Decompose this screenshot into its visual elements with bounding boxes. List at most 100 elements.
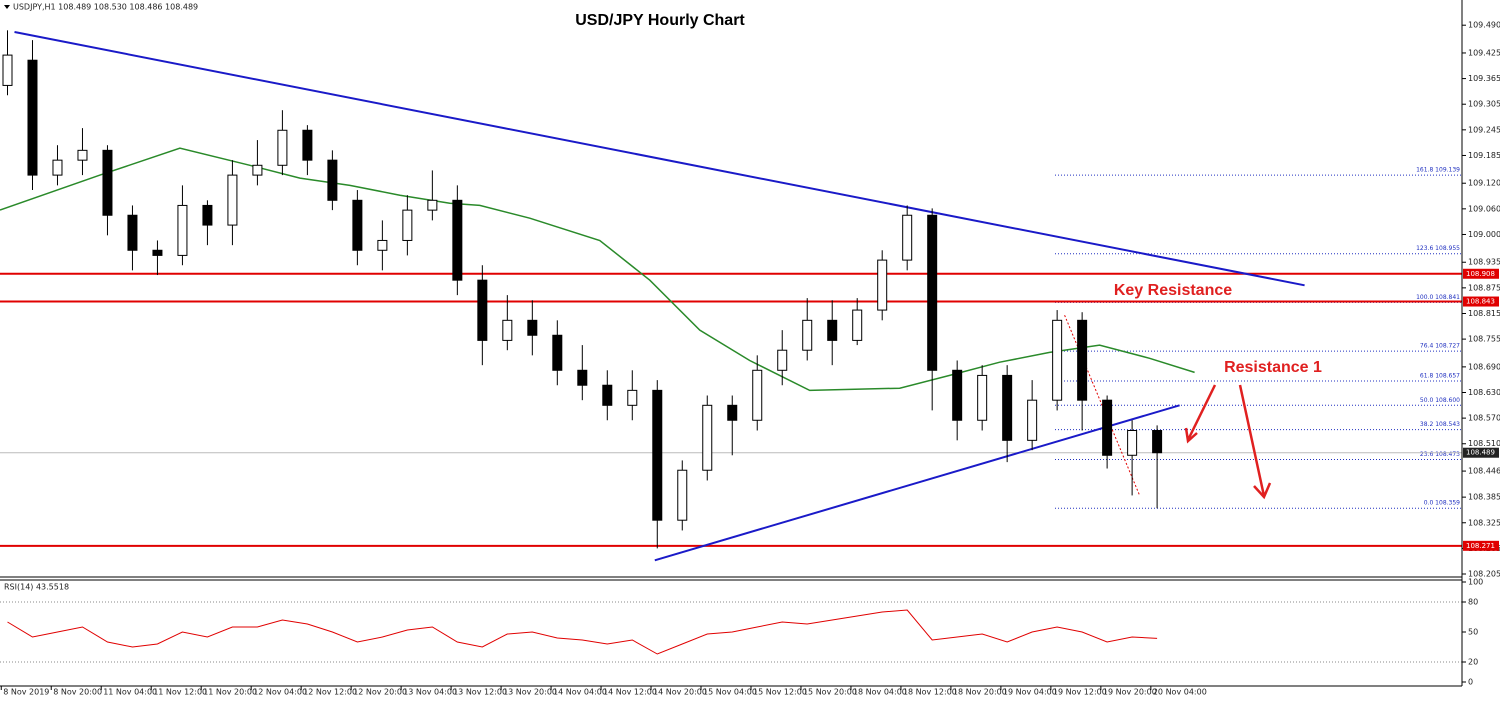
y-tick-label: 109.365 [1468,74,1500,83]
candle-body [127,214,138,251]
x-tick-label: 15 Nov 12:00 [753,688,807,697]
candle-body [802,319,813,351]
candle-body [627,389,638,406]
rsi-tick-label: 20 [1468,658,1478,667]
candle-body [177,204,188,256]
candle-body [877,259,888,311]
arrow-head [1253,482,1272,500]
y-tick-label: 109.120 [1468,179,1500,188]
candle-body [702,404,713,471]
trendline [14,31,1305,287]
candle-body [977,374,988,421]
fib-label: 161.8 109.139 [1416,167,1460,174]
arrow [1186,384,1217,441]
x-tick-label: 19 Nov 20:00 [1103,688,1157,697]
y-tick-label: 108.510 [1468,439,1500,448]
y-tick-label: 109.305 [1468,100,1500,109]
candle-body [52,159,63,176]
candle-body [652,389,663,521]
level-tag-label: 108.271 [1466,542,1495,550]
candle-body [352,199,363,251]
candle-body [852,309,863,341]
y-tick-label: 108.755 [1468,335,1500,344]
candle-body [477,279,488,341]
candle-body [1027,399,1038,441]
candle-body [77,149,88,161]
y-tick-label: 109.060 [1468,204,1500,213]
candle-body [427,199,438,211]
level-tag [1463,540,1499,551]
trendline [654,404,1180,562]
candle-body [752,369,763,421]
header: USDJPY,H1 108.489 108.530 108.486 108.48… [13,3,198,12]
y-tick-label: 109.185 [1468,151,1500,160]
y-tick-label: 109.245 [1468,125,1500,134]
fib-label: 38.2 108.543 [1420,421,1460,428]
x-tick-label: 13 Nov 20:00 [503,688,557,697]
x-tick-label: 12 Nov 20:00 [353,688,407,697]
candle-body [27,59,38,176]
candle-body [227,174,238,226]
x-tick-label: 14 Nov 12:00 [603,688,657,697]
moving-average [0,147,1195,392]
x-tick-label: 18 Nov 04:00 [853,688,907,697]
candle-body [902,214,913,261]
x-tick-label: 12 Nov 04:00 [253,688,307,697]
x-tick-label: 15 Nov 20:00 [803,688,857,697]
x-tick-label: 12 Nov 12:00 [303,688,357,697]
candle-body [602,384,613,406]
arrows [1184,384,1272,500]
rsi-tick-label: 50 [1468,628,1478,637]
candle-body [727,404,738,421]
arrow [1238,384,1266,497]
fib-label: 123.6 108.955 [1416,245,1460,252]
level-tag-label: 108.843 [1466,298,1495,306]
x-tick-label: 18 Nov 12:00 [903,688,957,697]
chart-title: USD/JPY Hourly Chart [575,12,745,29]
candle-body [102,149,113,216]
x-tick-label: 13 Nov 04:00 [403,688,457,697]
x-tick-label: 18 Nov 20:00 [953,688,1007,697]
rsi-tick-label: 80 [1468,598,1478,607]
fib-label: 61.8 108.657 [1420,372,1460,379]
x-tick-label: 11 Nov 04:00 [103,688,157,697]
trendline [1064,315,1141,496]
x-tick-label: 8 Nov 20:00 [53,688,102,697]
fib-label: 76.4 108.727 [1420,343,1460,350]
candle-body [377,239,388,251]
candle-body [302,129,313,161]
level-tag [1463,268,1499,279]
x-tick-label: 14 Nov 04:00 [553,688,607,697]
y-tick-label: 108.205 [1468,570,1500,579]
header-icon [4,5,10,9]
rsi-tick-label: 0 [1468,678,1473,687]
y-tick-label: 109.425 [1468,48,1500,57]
fib-label: 0.0 108.359 [1424,500,1460,507]
candle-body [202,204,213,226]
candle-body [927,214,938,371]
candle-body [777,349,788,371]
x-tick-label: 11 Nov 20:00 [203,688,257,697]
candle-body [502,319,513,341]
y-tick-label: 108.815 [1468,309,1500,318]
y-tick-label: 109.000 [1468,230,1500,239]
rsi-tick-label: 100 [1468,578,1483,587]
x-tick-label: 20 Nov 04:00 [1153,688,1207,697]
candle-body [252,164,263,176]
candle-body [402,209,413,241]
y-tick-label: 108.690 [1468,362,1500,371]
candle-body [277,129,288,166]
candle-body [827,319,838,341]
candle-body [677,469,688,521]
arrow-head [1184,427,1198,444]
fib-label: 23.6 108.473 [1420,451,1460,458]
candle-body [1002,374,1013,441]
candle-body [577,369,588,386]
candle-body [1127,430,1138,456]
current-tag-label: 108.489 [1466,449,1495,457]
y-tick-label: 108.875 [1468,283,1500,292]
candle-body [1102,399,1113,456]
candle-body [952,369,963,421]
